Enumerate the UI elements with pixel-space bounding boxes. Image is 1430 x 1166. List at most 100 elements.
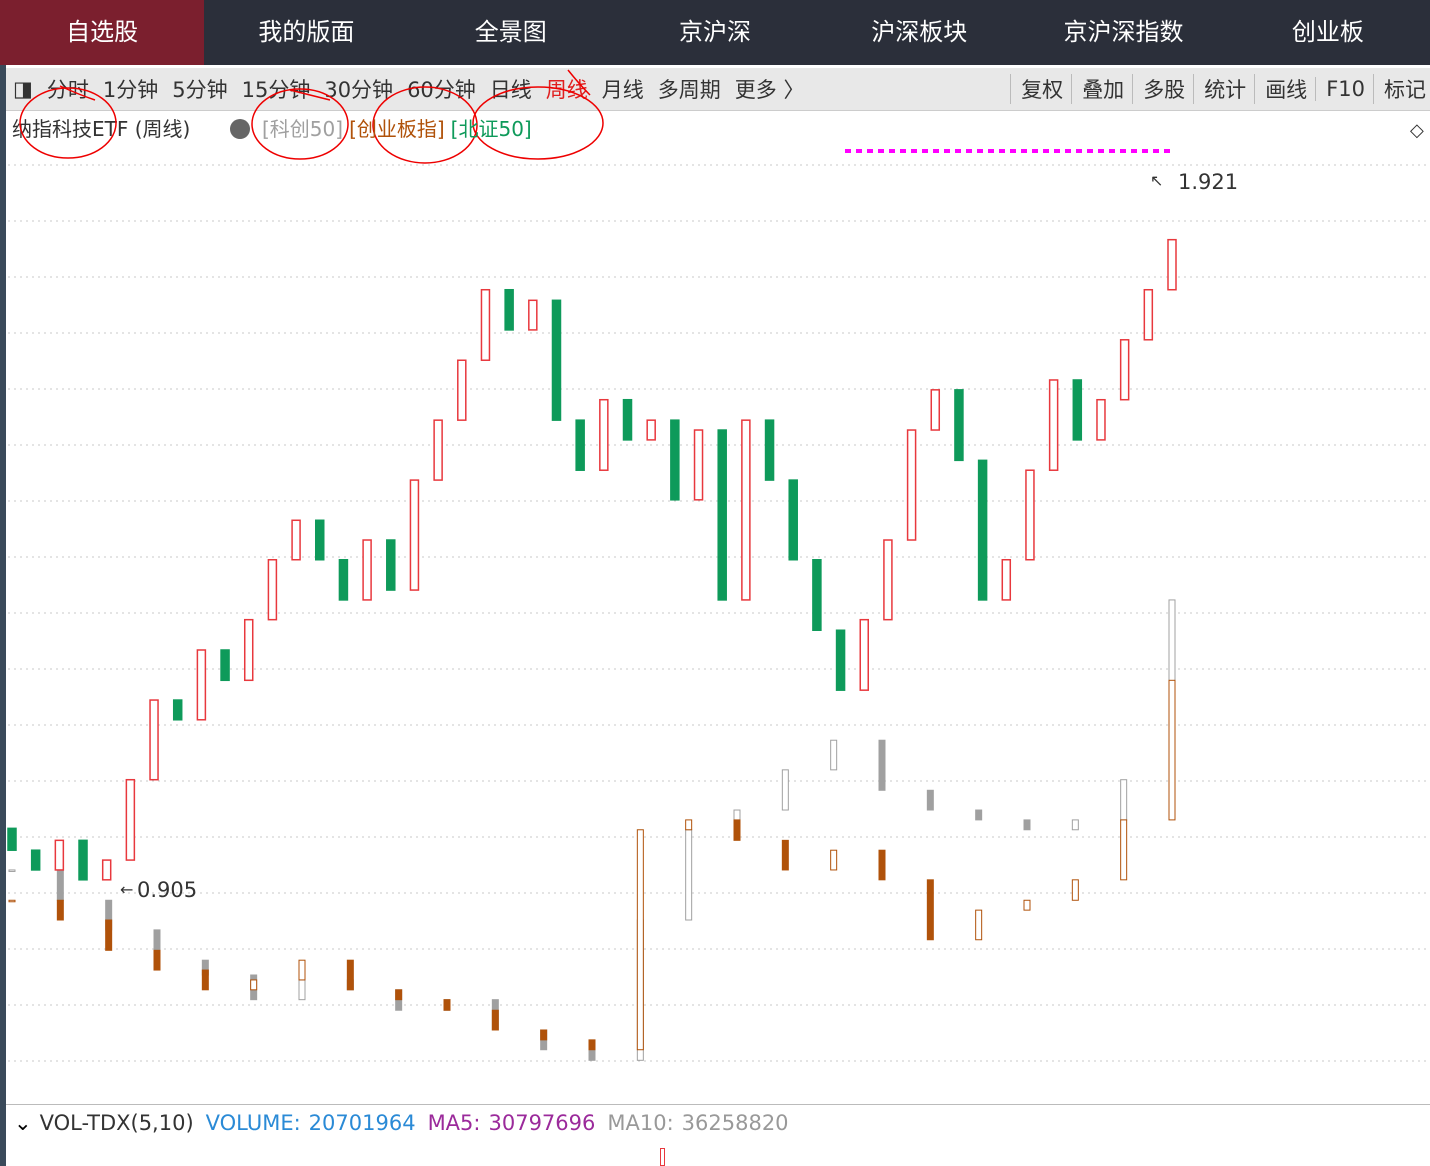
indicator-label: VOLUME: [205,1111,301,1135]
overlay-candle [830,849,838,871]
nav-bar: 自选股 我的版面 全景图 京沪深 沪深板块 京沪深指数 创业板 [0,0,1430,65]
diamond: ◇ [1410,120,1424,141]
candle [646,419,656,441]
overlay-candle [250,979,258,991]
nav-tab[interactable]: 京沪深 [678,18,751,46]
candle [812,559,822,631]
candle [693,429,704,501]
overlay-candle [878,849,886,881]
candle [220,649,230,682]
overlay-candle [1071,819,1079,831]
overlay-candle [636,829,644,1051]
candle [906,429,917,541]
high-label: 1.921 [1178,170,1238,194]
overlay-candle [1023,819,1031,831]
candle [504,288,514,331]
candle [670,419,680,501]
overlay-candle [105,919,113,951]
candle [7,827,17,851]
overlay-candle [588,1049,596,1061]
candle [196,649,207,721]
arrow: ← [120,880,133,899]
nav-tab[interactable]: 沪深板块 [871,18,968,46]
candle [528,299,538,331]
candle [149,699,159,781]
overlay-candle [346,959,354,991]
overlay-candle [878,739,886,791]
volume-bar: ⌄ VOL-TDX(5,10) VOLUME: 20701964 MA5: 3079769… [6,1104,1430,1141]
overlay-candle [926,879,934,941]
candle [1072,379,1083,441]
overlay-legend[interactable]: [科创50] [262,117,343,141]
overlay-candle [8,869,16,872]
candle [1025,469,1035,561]
overlay-candle [153,949,161,971]
overlay-candle [685,819,693,831]
candle [954,389,964,462]
overlay-candle [975,909,983,941]
overlay-candle [201,969,209,991]
tool-button[interactable]: 多股 [1132,74,1185,104]
indicator-value: 20701964 [308,1111,416,1135]
candle [930,389,941,431]
overlay-legend[interactable]: [北证50] [451,117,532,141]
overlay-candle [8,899,16,903]
tool-button[interactable]: 标记 [1373,74,1426,104]
candle [599,398,609,471]
period-button[interactable]: 多周期 [657,78,721,102]
tool-button[interactable]: 叠加 [1071,74,1124,104]
nav-tab[interactable]: 创业板 [1291,18,1364,46]
candle [551,299,562,421]
candle [1096,398,1106,441]
overlay-candle [975,809,983,821]
collapse-icon[interactable]: ⌄ [14,1111,32,1135]
period-button[interactable]: 60分钟 [407,78,476,102]
candle [480,288,491,361]
nav-tab[interactable]: 京沪深指数 [1063,18,1184,46]
candle [741,419,751,601]
dropdown-icon[interactable] [230,119,250,139]
period-button[interactable]: 更多 〉 [734,78,805,102]
period-button[interactable]: 30分钟 [324,78,394,102]
nav-tab[interactable]: 我的版面 [258,18,355,46]
tool-button[interactable]: 复权 [1010,74,1063,104]
nav-tab[interactable]: 全景图 [474,18,547,46]
indicator-value: 30797696 [488,1111,596,1135]
candle [267,559,278,621]
candle [764,419,775,481]
tool-button[interactable]: 画线 [1254,74,1307,104]
candle [977,459,988,601]
period-button[interactable]: 1分钟 [102,78,159,102]
candle [1048,379,1059,471]
overlay-legend[interactable]: [创业板指] [349,117,445,141]
volume-mark [660,1148,665,1166]
candle [1119,339,1130,401]
overlay-candle [781,769,789,811]
overlay-candle [540,1029,548,1041]
tool-button[interactable]: 统计 [1193,74,1246,104]
candle [54,839,65,871]
period-button[interactable]: 5分钟 [172,78,228,102]
candle [78,839,88,881]
overlay-candle [1071,879,1079,901]
overlay-candle [1168,679,1176,821]
toggle[interactable]: ◨ [13,77,33,101]
nav-tab[interactable]: 自选股 [0,0,205,65]
candle [835,629,846,691]
overlay-candle [298,979,306,1001]
overlay-candle [733,819,741,841]
chart: 纳指科技ETF (周线) ◇ [科创50] [创业板指] [北证50] 1.921 0.… [7,69,1430,1062]
grid [8,164,1430,1062]
overlay-candle [926,789,934,811]
overlay-candle [685,829,693,921]
indicator-value: 36258820 [681,1111,789,1135]
candle [362,539,372,601]
arrow: ↖ [1150,171,1163,190]
candle [101,859,112,881]
candle [172,699,183,721]
tool-button[interactable]: F10 [1315,77,1365,101]
candle [386,539,396,591]
overlay-candle [56,869,64,901]
period-button[interactable]: 15分钟 [241,78,311,102]
period-button[interactable]: 月线 [601,78,644,102]
